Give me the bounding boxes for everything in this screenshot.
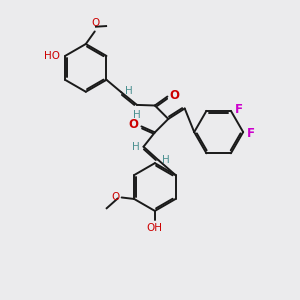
Text: O: O (128, 118, 138, 130)
Text: H: H (132, 142, 139, 152)
Text: HO: HO (44, 51, 60, 61)
Text: H: H (162, 154, 170, 165)
Text: H: H (133, 110, 141, 120)
Text: O: O (111, 193, 119, 202)
Text: F: F (235, 103, 242, 116)
Text: H: H (125, 86, 133, 96)
Text: O: O (170, 88, 180, 102)
Text: F: F (247, 127, 255, 140)
Text: O: O (92, 19, 100, 28)
Text: OH: OH (147, 224, 163, 233)
